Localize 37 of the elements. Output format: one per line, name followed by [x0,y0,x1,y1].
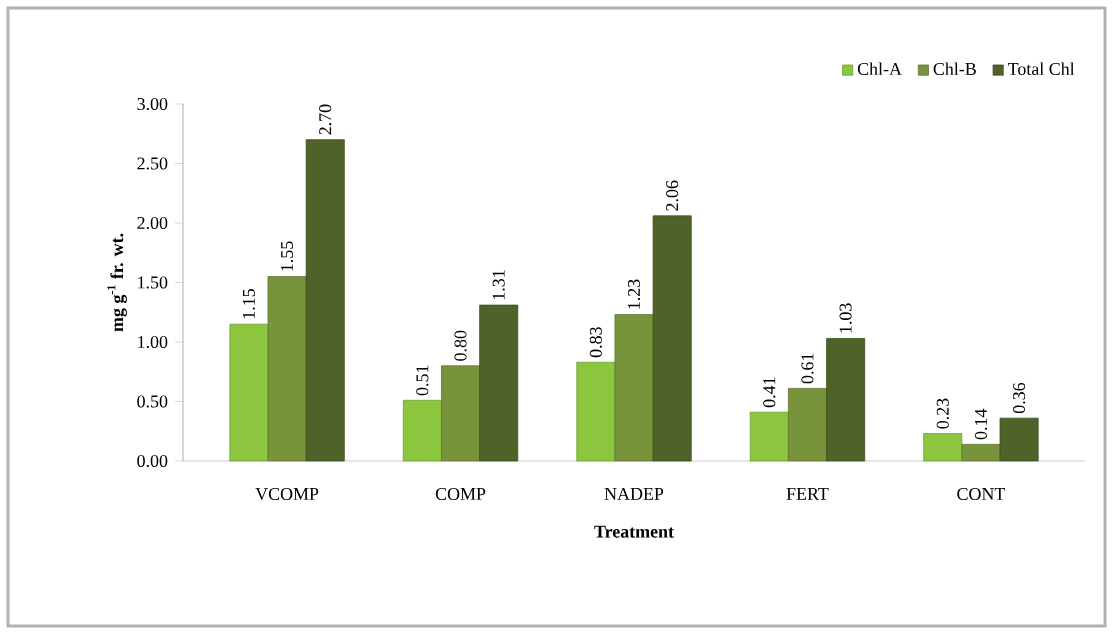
x-axis-title: Treatment [594,525,674,538]
data-label: 2.06 [666,180,679,211]
bar [999,417,1039,462]
data-label: 1.55 [281,241,294,271]
bar [826,338,866,462]
data-label: 1.15 [242,289,255,319]
data-label: 1.31 [492,270,505,300]
y-tick-label: 2.50 [137,157,168,170]
y-tick-label: 0.00 [137,454,168,468]
data-label: 0.83 [589,327,602,358]
x-tick-label: COMP [435,487,486,501]
bar [305,139,345,462]
bar [652,215,692,462]
data-label: 0.41 [763,377,776,408]
x-tick-label: NADEP [604,487,664,500]
legend-label: Chl-A [857,62,902,76]
data-label: 2.70 [319,104,332,135]
y-tick-label: 1.00 [138,335,168,349]
y-tick-label: 3.00 [137,97,168,111]
data-label: 0.51 [416,365,429,396]
x-tick-label: FERT [786,487,829,500]
legend-label: Chl-B [933,62,976,76]
y-axis-title: mg g$^{-1}$ fr. wt. [107,233,127,332]
data-label: 0.61 [801,353,814,384]
data-label: 0.80 [454,330,467,361]
y-tick-label: 0.50 [137,395,168,408]
x-tick-label: CONT [957,487,1006,501]
bar [479,304,519,462]
y-tick-label: 2.00 [137,216,168,230]
data-label: 0.23 [936,398,949,429]
data-label: 0.14 [974,408,988,440]
data-label: 0.36 [1012,382,1026,414]
legend-label: Total Chl [1007,62,1075,76]
y-tick-label: 1.50 [138,276,168,289]
data-label: 1.23 [627,279,641,309]
x-tick-label: VCOMP [255,487,319,501]
data-label: 1.03 [839,303,852,333]
